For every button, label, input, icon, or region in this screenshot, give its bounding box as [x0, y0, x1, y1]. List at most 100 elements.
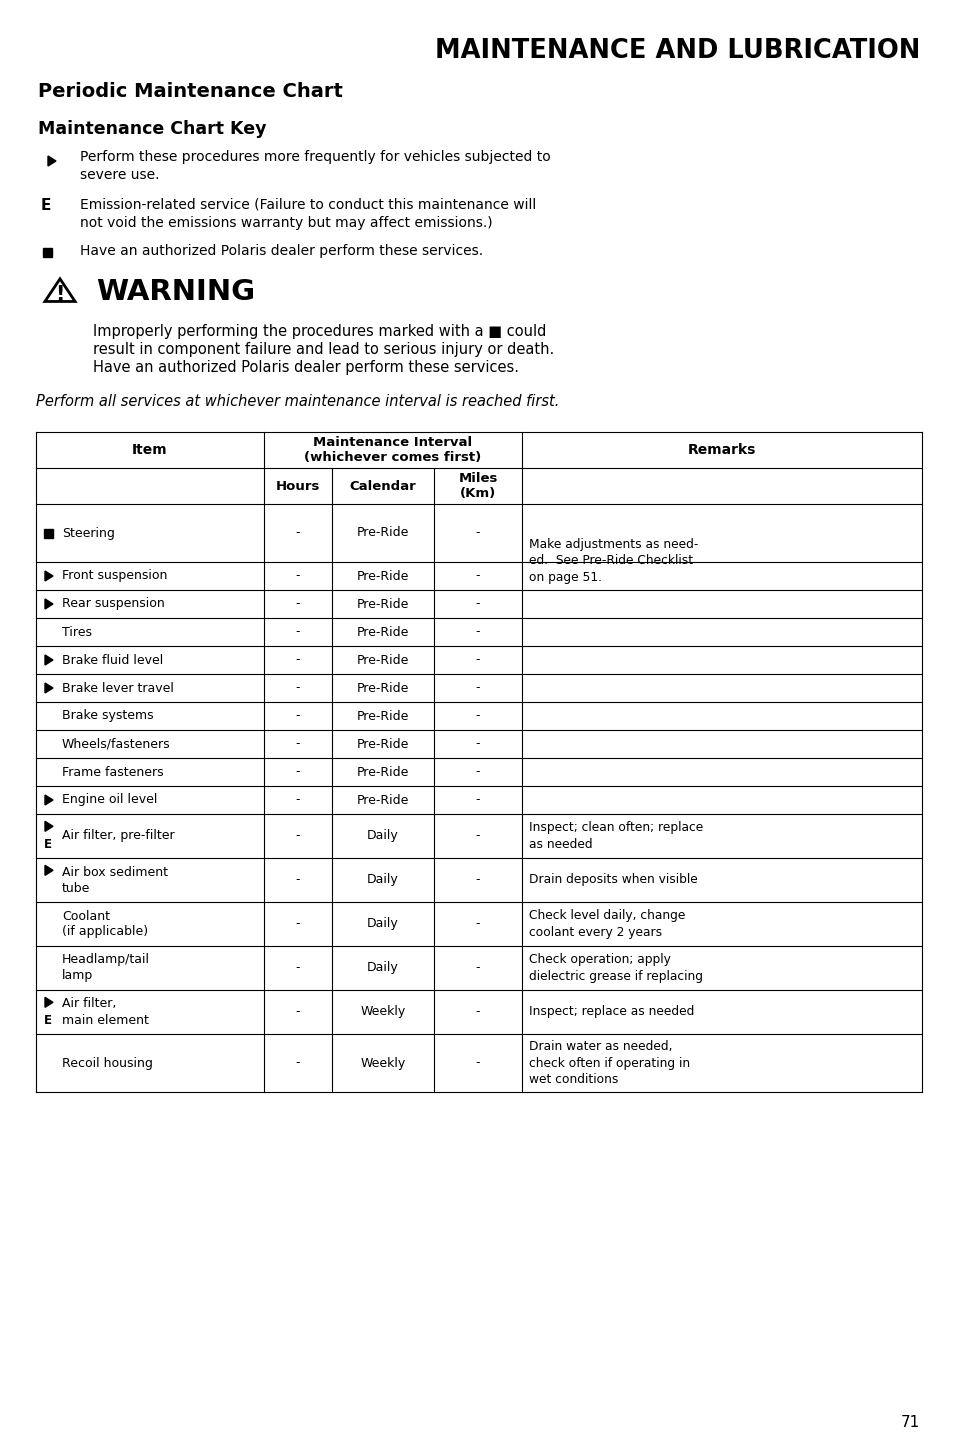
Text: -: -: [476, 710, 479, 723]
Text: Steering: Steering: [62, 526, 114, 539]
Text: !: !: [55, 285, 65, 305]
Polygon shape: [45, 599, 53, 609]
Text: -: -: [476, 1057, 479, 1070]
Text: Improperly performing the procedures marked with a ■ could: Improperly performing the procedures mar…: [92, 324, 546, 339]
Text: Drain water as needed,
check often if operating in
wet conditions: Drain water as needed, check often if op…: [529, 1040, 689, 1086]
Text: Daily: Daily: [367, 874, 398, 887]
Text: Calendar: Calendar: [349, 480, 416, 493]
Text: Pre-Ride: Pre-Ride: [356, 598, 409, 611]
Text: -: -: [295, 961, 300, 974]
Text: Hours: Hours: [275, 480, 320, 493]
Text: Check operation; apply
dielectric grease if replacing: Check operation; apply dielectric grease…: [529, 954, 702, 983]
Text: Pre-Ride: Pre-Ride: [356, 710, 409, 723]
Text: Inspect; clean often; replace
as needed: Inspect; clean often; replace as needed: [529, 822, 702, 851]
Text: -: -: [295, 526, 300, 539]
Text: result in component failure and lead to serious injury or death.: result in component failure and lead to …: [92, 342, 554, 358]
Text: MAINTENANCE AND LUBRICATION: MAINTENANCE AND LUBRICATION: [435, 38, 919, 64]
Text: Pre-Ride: Pre-Ride: [356, 765, 409, 778]
Text: -: -: [295, 570, 300, 583]
Text: -: -: [476, 917, 479, 931]
Text: Air filter, pre-filter: Air filter, pre-filter: [62, 829, 174, 842]
Text: Coolant
(if applicable): Coolant (if applicable): [62, 910, 148, 938]
Text: Pre-Ride: Pre-Ride: [356, 794, 409, 807]
Text: Engine oil level: Engine oil level: [62, 794, 157, 807]
Text: Perform these procedures more frequently for vehicles subjected to: Perform these procedures more frequently…: [80, 150, 550, 164]
Text: -: -: [476, 570, 479, 583]
Text: Air box sediment
tube: Air box sediment tube: [62, 865, 168, 894]
Polygon shape: [45, 571, 53, 582]
Text: -: -: [295, 765, 300, 778]
Text: Pre-Ride: Pre-Ride: [356, 653, 409, 666]
Text: -: -: [295, 794, 300, 807]
Text: Miles
(Km): Miles (Km): [457, 473, 497, 500]
Text: Front suspension: Front suspension: [62, 570, 167, 583]
Text: WARNING: WARNING: [96, 278, 254, 305]
Text: -: -: [295, 625, 300, 638]
Polygon shape: [45, 683, 53, 694]
Text: Pre-Ride: Pre-Ride: [356, 737, 409, 750]
Text: Have an authorized Polaris dealer perform these services.: Have an authorized Polaris dealer perfor…: [80, 244, 482, 257]
Text: Make adjustments as need-
ed.  See Pre-Ride Checklist
on page 51.: Make adjustments as need- ed. See Pre-Ri…: [529, 538, 698, 585]
Text: Rear suspension: Rear suspension: [62, 598, 165, 611]
Text: -: -: [295, 1006, 300, 1018]
Text: 71: 71: [900, 1415, 919, 1429]
Text: Pre-Ride: Pre-Ride: [356, 526, 409, 539]
Text: -: -: [295, 710, 300, 723]
Text: -: -: [295, 737, 300, 750]
Text: Emission-related service (Failure to conduct this maintenance will: Emission-related service (Failure to con…: [80, 198, 536, 212]
Text: -: -: [476, 526, 479, 539]
Polygon shape: [45, 795, 53, 806]
Text: -: -: [476, 961, 479, 974]
Polygon shape: [45, 654, 53, 664]
Text: Pre-Ride: Pre-Ride: [356, 570, 409, 583]
Text: Weekly: Weekly: [360, 1057, 405, 1070]
Text: Perform all services at whichever maintenance interval is reached first.: Perform all services at whichever mainte…: [36, 394, 558, 409]
Text: Recoil housing: Recoil housing: [62, 1057, 152, 1070]
Bar: [44, 247, 52, 256]
Text: -: -: [476, 625, 479, 638]
Polygon shape: [45, 279, 75, 301]
Text: -: -: [476, 829, 479, 842]
Polygon shape: [45, 865, 53, 875]
Text: -: -: [295, 598, 300, 611]
Text: Maintenance Chart Key: Maintenance Chart Key: [38, 121, 266, 138]
Text: Tires: Tires: [62, 625, 91, 638]
Text: Brake systems: Brake systems: [62, 710, 153, 723]
Text: Wheels/fasteners: Wheels/fasteners: [62, 737, 171, 750]
Text: -: -: [476, 653, 479, 666]
Polygon shape: [45, 997, 53, 1008]
Text: -: -: [476, 682, 479, 695]
Text: -: -: [476, 794, 479, 807]
Text: Weekly: Weekly: [360, 1006, 405, 1018]
Text: Pre-Ride: Pre-Ride: [356, 682, 409, 695]
Text: Item: Item: [132, 443, 168, 457]
Text: -: -: [295, 917, 300, 931]
Text: Daily: Daily: [367, 917, 398, 931]
Text: Periodic Maintenance Chart: Periodic Maintenance Chart: [38, 81, 342, 100]
Text: -: -: [476, 765, 479, 778]
Polygon shape: [48, 156, 56, 166]
Text: Brake fluid level: Brake fluid level: [62, 653, 163, 666]
Text: Brake lever travel: Brake lever travel: [62, 682, 173, 695]
Text: Have an authorized Polaris dealer perform these services.: Have an authorized Polaris dealer perfor…: [92, 361, 518, 375]
Bar: [45, 528, 53, 538]
Text: Air filter,
main element: Air filter, main element: [62, 997, 149, 1027]
Text: E: E: [41, 198, 51, 212]
Polygon shape: [45, 822, 53, 832]
Text: -: -: [476, 874, 479, 887]
Text: -: -: [295, 874, 300, 887]
Text: -: -: [476, 1006, 479, 1018]
Text: E: E: [44, 1015, 52, 1028]
Text: Daily: Daily: [367, 829, 398, 842]
Text: E: E: [44, 839, 52, 851]
Text: Check level daily, change
coolant every 2 years: Check level daily, change coolant every …: [529, 909, 684, 939]
Text: Headlamp/tail
lamp: Headlamp/tail lamp: [62, 954, 150, 983]
Text: Inspect; replace as needed: Inspect; replace as needed: [529, 1006, 694, 1018]
Text: severe use.: severe use.: [80, 169, 159, 182]
Text: Daily: Daily: [367, 961, 398, 974]
Text: -: -: [476, 598, 479, 611]
Text: -: -: [295, 682, 300, 695]
Text: Drain deposits when visible: Drain deposits when visible: [529, 874, 697, 887]
Text: Frame fasteners: Frame fasteners: [62, 765, 164, 778]
Text: -: -: [295, 829, 300, 842]
